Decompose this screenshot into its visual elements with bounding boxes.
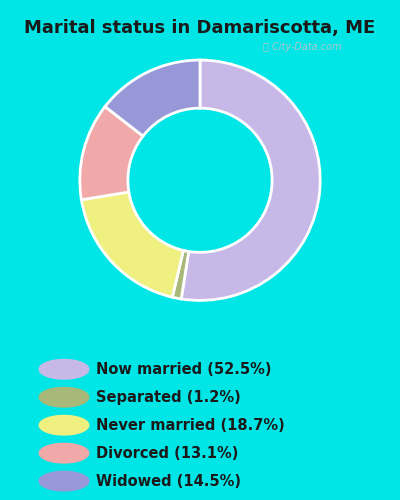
Text: Now married (52.5%): Now married (52.5%) xyxy=(96,362,272,377)
Wedge shape xyxy=(82,192,183,297)
Circle shape xyxy=(39,360,89,379)
Text: Separated (1.2%): Separated (1.2%) xyxy=(96,390,241,404)
Circle shape xyxy=(39,444,89,463)
Text: Marital status in Damariscotta, ME: Marital status in Damariscotta, ME xyxy=(24,19,376,37)
Wedge shape xyxy=(80,106,143,200)
Circle shape xyxy=(39,388,89,407)
Text: ⓘ City-Data.com: ⓘ City-Data.com xyxy=(263,42,342,52)
Circle shape xyxy=(39,472,89,491)
Wedge shape xyxy=(105,60,200,136)
Wedge shape xyxy=(181,60,320,300)
Wedge shape xyxy=(172,250,189,299)
Text: Widowed (14.5%): Widowed (14.5%) xyxy=(96,474,241,488)
Text: Divorced (13.1%): Divorced (13.1%) xyxy=(96,446,238,460)
Circle shape xyxy=(39,416,89,435)
Text: Never married (18.7%): Never married (18.7%) xyxy=(96,418,285,432)
